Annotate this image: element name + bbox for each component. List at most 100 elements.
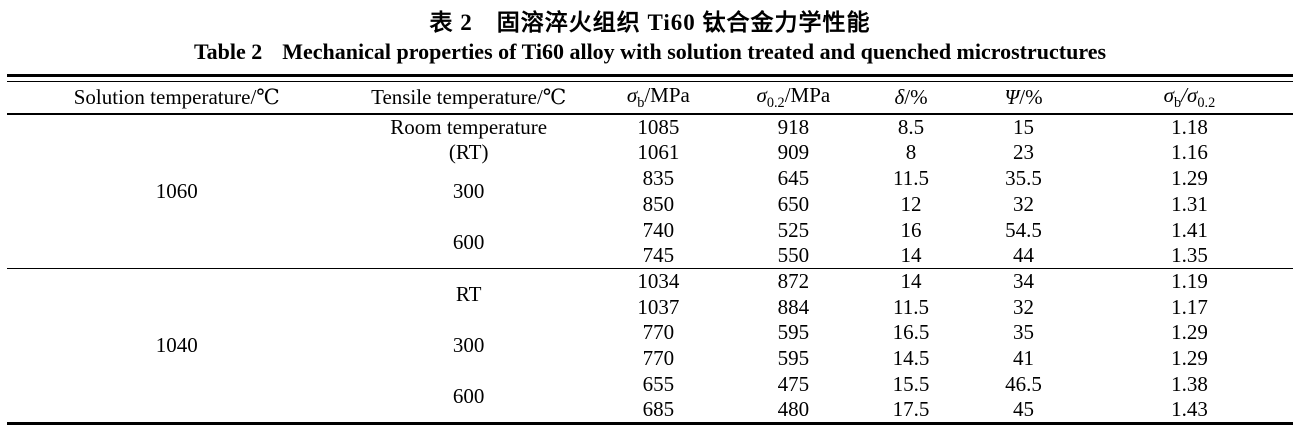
value-cell: 32 (1013, 294, 1035, 319)
sigma-symbol: σ (1163, 82, 1175, 107)
value-cell: 1.31 (1171, 191, 1208, 216)
table-row: 600 655 475 15.5 46.5 1.38 (7, 371, 1293, 409)
table-row: 770 595 14.5 41 1.29 (7, 346, 1293, 372)
value-cell: 770 (642, 320, 675, 345)
value-cell: 475 (777, 371, 810, 396)
value-cell: 835 (642, 166, 675, 191)
table-row: 1061 909 8 23 1.16 (7, 140, 1293, 166)
value-cell: 54.5 (1005, 217, 1042, 242)
value-cell: 1.18 (1171, 114, 1208, 139)
value-cell: 595 (777, 346, 810, 371)
value-cell: 1.29 (1171, 346, 1208, 371)
tensile-temp-cell: RT (455, 282, 482, 307)
value-cell: 745 (642, 243, 675, 268)
solution-temp-cell: 1060 (155, 178, 198, 203)
value-cell: 650 (777, 191, 810, 216)
table-row: 600 740 525 16 54.5 1.41 (7, 217, 1293, 255)
solution-temp-cell: 1040 (155, 333, 198, 358)
value-cell: 12 (900, 191, 922, 216)
value-cell: 8 (905, 140, 917, 165)
value-cell: 1.17 (1171, 294, 1208, 319)
sigma-b-unit: /MPa (644, 82, 690, 107)
sigma-symbol: σ (626, 82, 638, 107)
tensile-temp-cell: 300 (452, 333, 485, 358)
value-cell: 14 (900, 243, 922, 268)
value-cell: 1085 (637, 114, 680, 139)
sigma-b-subscript: b (637, 94, 645, 111)
value-cell: 14 (900, 269, 922, 294)
value-cell: 645 (777, 166, 810, 191)
value-cell: 11.5 (893, 166, 930, 191)
value-cell: 1.29 (1171, 166, 1208, 191)
col-header-ratio: σb/σ0.2 (1085, 81, 1293, 115)
table-row: 1037 884 11.5 32 1.17 (7, 294, 1293, 320)
col-header-delta: δ/% (860, 81, 962, 115)
value-cell: 35 (1013, 320, 1035, 345)
value-cell: 1.43 (1171, 397, 1208, 422)
col-header-sigma-02: σ0.2/MPa (725, 81, 861, 115)
value-cell: 1.16 (1171, 140, 1208, 165)
col-header-solution-temperature: Solution temperature/℃ (7, 81, 347, 115)
table-row: 1040 RT 1034 872 14 34 1.19 (7, 269, 1293, 357)
ratio-sub-b: b (1174, 94, 1182, 111)
group-1040: 1040 RT 1034 872 14 34 1.19 1037 884 11.… (7, 268, 1293, 424)
value-cell: 1.19 (1171, 269, 1208, 294)
value-cell: 909 (777, 140, 810, 165)
tensile-temp-cell: 600 (452, 384, 485, 409)
value-cell: 46.5 (1005, 371, 1042, 396)
value-cell: 595 (777, 320, 810, 345)
tensile-temp-line: Room temperature (390, 114, 548, 139)
value-cell: 685 (642, 397, 675, 422)
value-cell: 1.35 (1171, 243, 1208, 268)
value-cell: 918 (777, 114, 810, 139)
table-row: 745 550 14 44 1.35 (7, 243, 1293, 269)
value-cell: 45 (1013, 397, 1035, 422)
sigma-symbol: σ (756, 82, 767, 107)
value-cell: 1037 (637, 294, 680, 319)
tensile-temp-cell: 300 (452, 179, 485, 204)
table-header-row: Solution temperature/℃ Tensile temperatu… (7, 81, 1293, 115)
value-cell: 1.29 (1171, 320, 1208, 345)
delta-symbol: δ (894, 84, 905, 109)
value-cell: 35.5 (1005, 166, 1042, 191)
table-caption-en: Table 2 Mechanical properties of Ti60 all… (7, 38, 1293, 66)
table-top-rule (7, 74, 1293, 77)
tensile-temp-cell: 600 (452, 230, 485, 255)
value-cell: 15.5 (892, 371, 930, 396)
group-1060: 1060 Room temperature (RT) 1085 918 8.5 … (7, 114, 1293, 269)
value-cell: 884 (777, 294, 810, 319)
value-cell: 655 (642, 371, 675, 396)
table-row: 300 835 645 11.5 35.5 1.29 (7, 166, 1293, 203)
value-cell: 16.5 (892, 320, 930, 345)
value-cell: 1034 (637, 269, 680, 294)
value-cell: 34 (1013, 269, 1035, 294)
sigma-02-subscript: 0.2 (766, 94, 785, 111)
col-header-sigma-b: σb/MPa (590, 81, 726, 115)
delta-unit: /% (904, 84, 928, 109)
ratio-sub-02: 0.2 (1197, 94, 1216, 111)
col-header-tensile-temperature: Tensile temperature/℃ (346, 81, 591, 115)
value-cell: 850 (642, 191, 675, 216)
col-header-psi: Ψ/% (961, 81, 1086, 115)
table-row: 685 480 17.5 45 1.43 (7, 397, 1293, 424)
value-cell: 17.5 (892, 397, 930, 422)
table-row: 850 650 12 32 1.31 (7, 192, 1293, 218)
value-cell: 15 (1013, 114, 1035, 139)
value-cell: 1.38 (1171, 371, 1208, 396)
value-cell: 525 (777, 217, 810, 242)
value-cell: 23 (1013, 140, 1035, 165)
value-cell: 872 (777, 269, 810, 294)
mechanical-properties-table: Solution temperature/℃ Tensile temperatu… (7, 81, 1293, 426)
value-cell: 41 (1013, 346, 1035, 371)
value-cell: 16 (900, 217, 922, 242)
tensile-temp-cell: Room temperature (RT) (347, 114, 591, 166)
value-cell: 770 (642, 346, 675, 371)
value-cell: 480 (777, 397, 810, 422)
psi-symbol: Ψ (1004, 84, 1020, 109)
table-caption-en-label: Table 2 (193, 39, 263, 64)
ratio-mid: /σ (1181, 82, 1198, 107)
value-cell: 11.5 (893, 294, 930, 319)
value-cell: 1061 (637, 140, 680, 165)
table-row: 1060 Room temperature (RT) 1085 918 8.5 … (7, 114, 1293, 203)
